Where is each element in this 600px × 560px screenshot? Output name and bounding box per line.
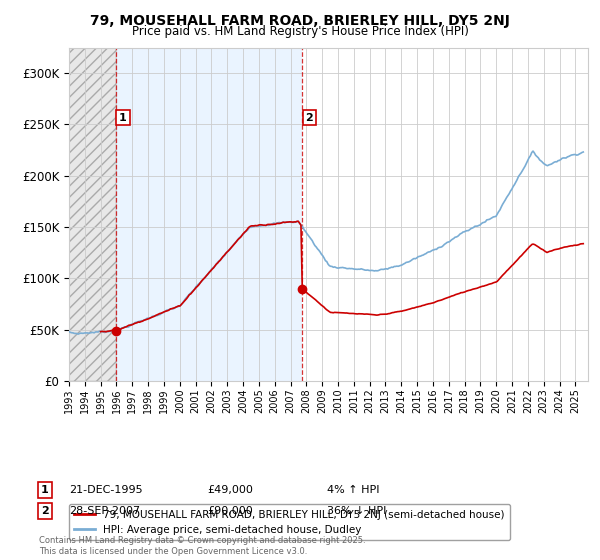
Legend: 79, MOUSEHALL FARM ROAD, BRIERLEY HILL, DY5 2NJ (semi-detached house), HPI: Aver: 79, MOUSEHALL FARM ROAD, BRIERLEY HILL, … — [69, 505, 510, 540]
Text: 2: 2 — [305, 113, 313, 123]
Text: 79, MOUSEHALL FARM ROAD, BRIERLEY HILL, DY5 2NJ: 79, MOUSEHALL FARM ROAD, BRIERLEY HILL, … — [90, 14, 510, 28]
Text: £90,000: £90,000 — [207, 506, 253, 516]
Text: £49,000: £49,000 — [207, 485, 253, 495]
Text: 28-SEP-2007: 28-SEP-2007 — [69, 506, 140, 516]
Text: 21-DEC-1995: 21-DEC-1995 — [69, 485, 143, 495]
Text: 1: 1 — [41, 485, 49, 495]
Text: 36% ↓ HPI: 36% ↓ HPI — [327, 506, 386, 516]
Bar — [69, 48, 116, 381]
Text: Contains HM Land Registry data © Crown copyright and database right 2025.
This d: Contains HM Land Registry data © Crown c… — [39, 536, 365, 556]
Text: 2: 2 — [41, 506, 49, 516]
Text: Price paid vs. HM Land Registry's House Price Index (HPI): Price paid vs. HM Land Registry's House … — [131, 25, 469, 38]
Text: 1: 1 — [119, 113, 127, 123]
Text: 4% ↑ HPI: 4% ↑ HPI — [327, 485, 380, 495]
Bar — [116, 48, 302, 381]
